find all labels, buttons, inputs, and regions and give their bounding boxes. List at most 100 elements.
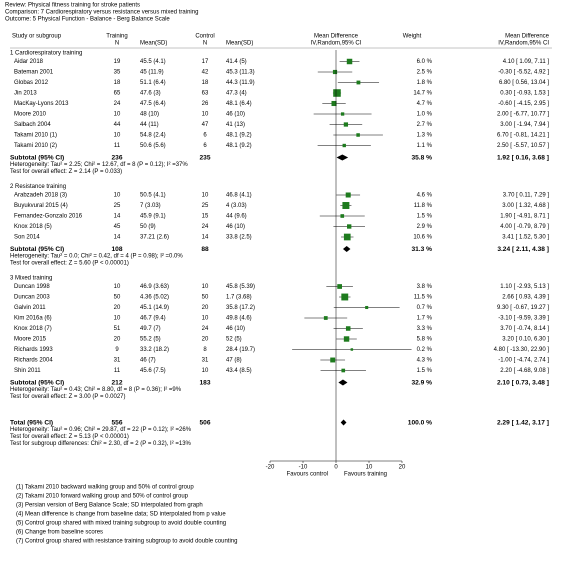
summary-diamond: [338, 379, 348, 386]
study-name: Kim 2016a (6): [14, 316, 52, 322]
control-n: 15: [202, 214, 209, 220]
study-name: Jin 2013: [14, 91, 37, 97]
col-weight: Weight: [403, 34, 422, 40]
summary-name: Subtotal (95% CI): [10, 379, 64, 386]
control-mean-sd: 48.1 (9.2): [226, 143, 252, 149]
control-n: 10: [202, 368, 209, 374]
effect: 2.29 [ 1.42, 3.17 ]: [497, 419, 549, 426]
weight: 11.5 %: [414, 295, 433, 301]
group-name: 2 Resistance training: [10, 184, 66, 190]
control-n: 24: [202, 326, 209, 332]
training-mean-sd: 45 (11.9): [140, 70, 164, 76]
x-tick-label: 10: [366, 465, 373, 471]
effect: 2.10 [ 0.73, 3.48 ]: [497, 379, 549, 386]
effect-square: [323, 316, 328, 320]
heterogeneity: Heterogeneity: Tau² = 2.25; Chi² = 12.67…: [10, 162, 188, 168]
training-n: 10: [114, 193, 121, 199]
control-mean-sd: 52 (5): [226, 337, 242, 343]
x-tick-label: -10: [299, 465, 308, 471]
training-n: 51: [114, 326, 121, 332]
control-n: 18: [202, 80, 209, 86]
control-n: 26: [202, 101, 209, 107]
control-n: 6: [203, 143, 207, 149]
effect: 3.00 [ -1.94, 7.94 ]: [500, 122, 549, 128]
effect-square: [343, 336, 350, 342]
control-n: 506: [199, 419, 210, 426]
x-tick-label: 20: [399, 465, 406, 471]
study-name: Duncan 2003: [14, 295, 50, 301]
header-line: Outcome: 5 Physical Function - Balance -…: [5, 17, 170, 23]
control-n: 10: [202, 316, 209, 322]
control-n: 31: [202, 358, 209, 364]
effect-square: [332, 69, 338, 75]
weight: 4.3 %: [417, 358, 433, 364]
training-mean-sd: 44 (11): [140, 122, 159, 128]
study-name: Takami 2010 (1): [14, 133, 57, 139]
x-tick-label: -20: [266, 465, 275, 471]
footnote: (1) Takami 2010 backward walking group a…: [16, 485, 194, 491]
summary-diamond: [336, 154, 349, 161]
control-n: 17: [202, 59, 209, 65]
training-n: 24: [114, 101, 121, 107]
weight: 1.1 %: [417, 143, 433, 149]
col-control: Control: [195, 34, 214, 40]
col-n: N: [115, 41, 119, 47]
control-mean-sd: 44 (9.6): [226, 214, 247, 220]
study-name: Aidar 2018: [14, 59, 44, 65]
effect: 2.50 [ -5.57, 10.57 ]: [497, 143, 549, 149]
footnote: (7) Control group shared with resistance…: [16, 539, 237, 545]
control-mean-sd: 49.8 (4.6): [226, 316, 252, 322]
study-name: Arabzadeh 2018 (3): [14, 193, 67, 199]
study-name: Son 2014: [14, 235, 40, 241]
total-note: Test for overall effect: Z = 5.13 (P < 0…: [10, 434, 129, 440]
study-name: Fernandez-Gonzalo 2016: [14, 214, 83, 220]
training-n: 25: [114, 203, 121, 209]
weight: 2.9 %: [417, 224, 433, 230]
study-name: MacKay-Lyons 2013: [14, 101, 69, 107]
control-mean-sd: 1.7 (3.68): [226, 295, 252, 301]
study-name: Duncan 1998: [14, 284, 50, 290]
training-n: 9: [115, 347, 119, 353]
training-mean-sd: 50.5 (4.1): [140, 193, 166, 199]
training-n: 35: [114, 70, 121, 76]
effect: 3.70 [ 0.11, 7.29 ]: [503, 193, 550, 199]
favours-right: Favours training: [344, 472, 387, 478]
effect-square: [340, 214, 345, 218]
control-mean-sd: 46 (10): [226, 112, 245, 118]
control-mean-sd: 4 (3.03): [226, 203, 247, 209]
training-n: 108: [111, 246, 122, 253]
training-mean-sd: 50.6 (5.6): [140, 143, 166, 149]
effect-square: [356, 80, 361, 85]
study-name: Knox 2018 (7): [14, 326, 52, 332]
weight: 1.0 %: [417, 112, 433, 118]
control-n: 88: [201, 246, 209, 253]
control-mean-sd: 48.1 (6.4): [226, 101, 252, 107]
effect-square: [342, 202, 350, 209]
control-n: 20: [202, 305, 209, 311]
effect: 3.41 [ 1.52, 5.30 ]: [502, 235, 549, 241]
training-n: 44: [114, 122, 121, 128]
header-line: Comparison: 7 Cardiorespiratory versus r…: [5, 10, 198, 16]
effect-square: [343, 122, 349, 127]
footnote: (5) Control group shared with mixed trai…: [16, 521, 226, 527]
training-mean-sd: 45.6 (7.5): [140, 368, 166, 374]
study-name: Globas 2012: [14, 80, 49, 86]
effect-square: [343, 233, 351, 241]
weight: 6.0 %: [417, 59, 433, 65]
training-n: 45: [114, 224, 121, 230]
col-method: IV,Random,95% CI: [311, 41, 362, 47]
training-n: 50: [114, 295, 121, 301]
control-mean-sd: 45.8 (5.39): [226, 284, 255, 290]
training-mean-sd: 55.2 (5): [140, 337, 161, 343]
training-n: 18: [114, 80, 121, 86]
effect: 4.10 [ 1.09, 7.11 ]: [503, 59, 550, 65]
training-n: 10: [114, 284, 121, 290]
overall-test: Test for overall effect: Z = 5.60 (P < 0…: [10, 261, 129, 267]
training-n: 11: [114, 368, 121, 374]
control-n: 25: [202, 203, 209, 209]
weight: 1.5 %: [417, 214, 433, 220]
effect-square: [342, 143, 346, 148]
summary-name: Total (95% CI): [10, 419, 53, 426]
effect: 3.00 [ 1.32, 4.68 ]: [502, 203, 549, 209]
group-name: 3 Mixed training: [10, 276, 52, 282]
